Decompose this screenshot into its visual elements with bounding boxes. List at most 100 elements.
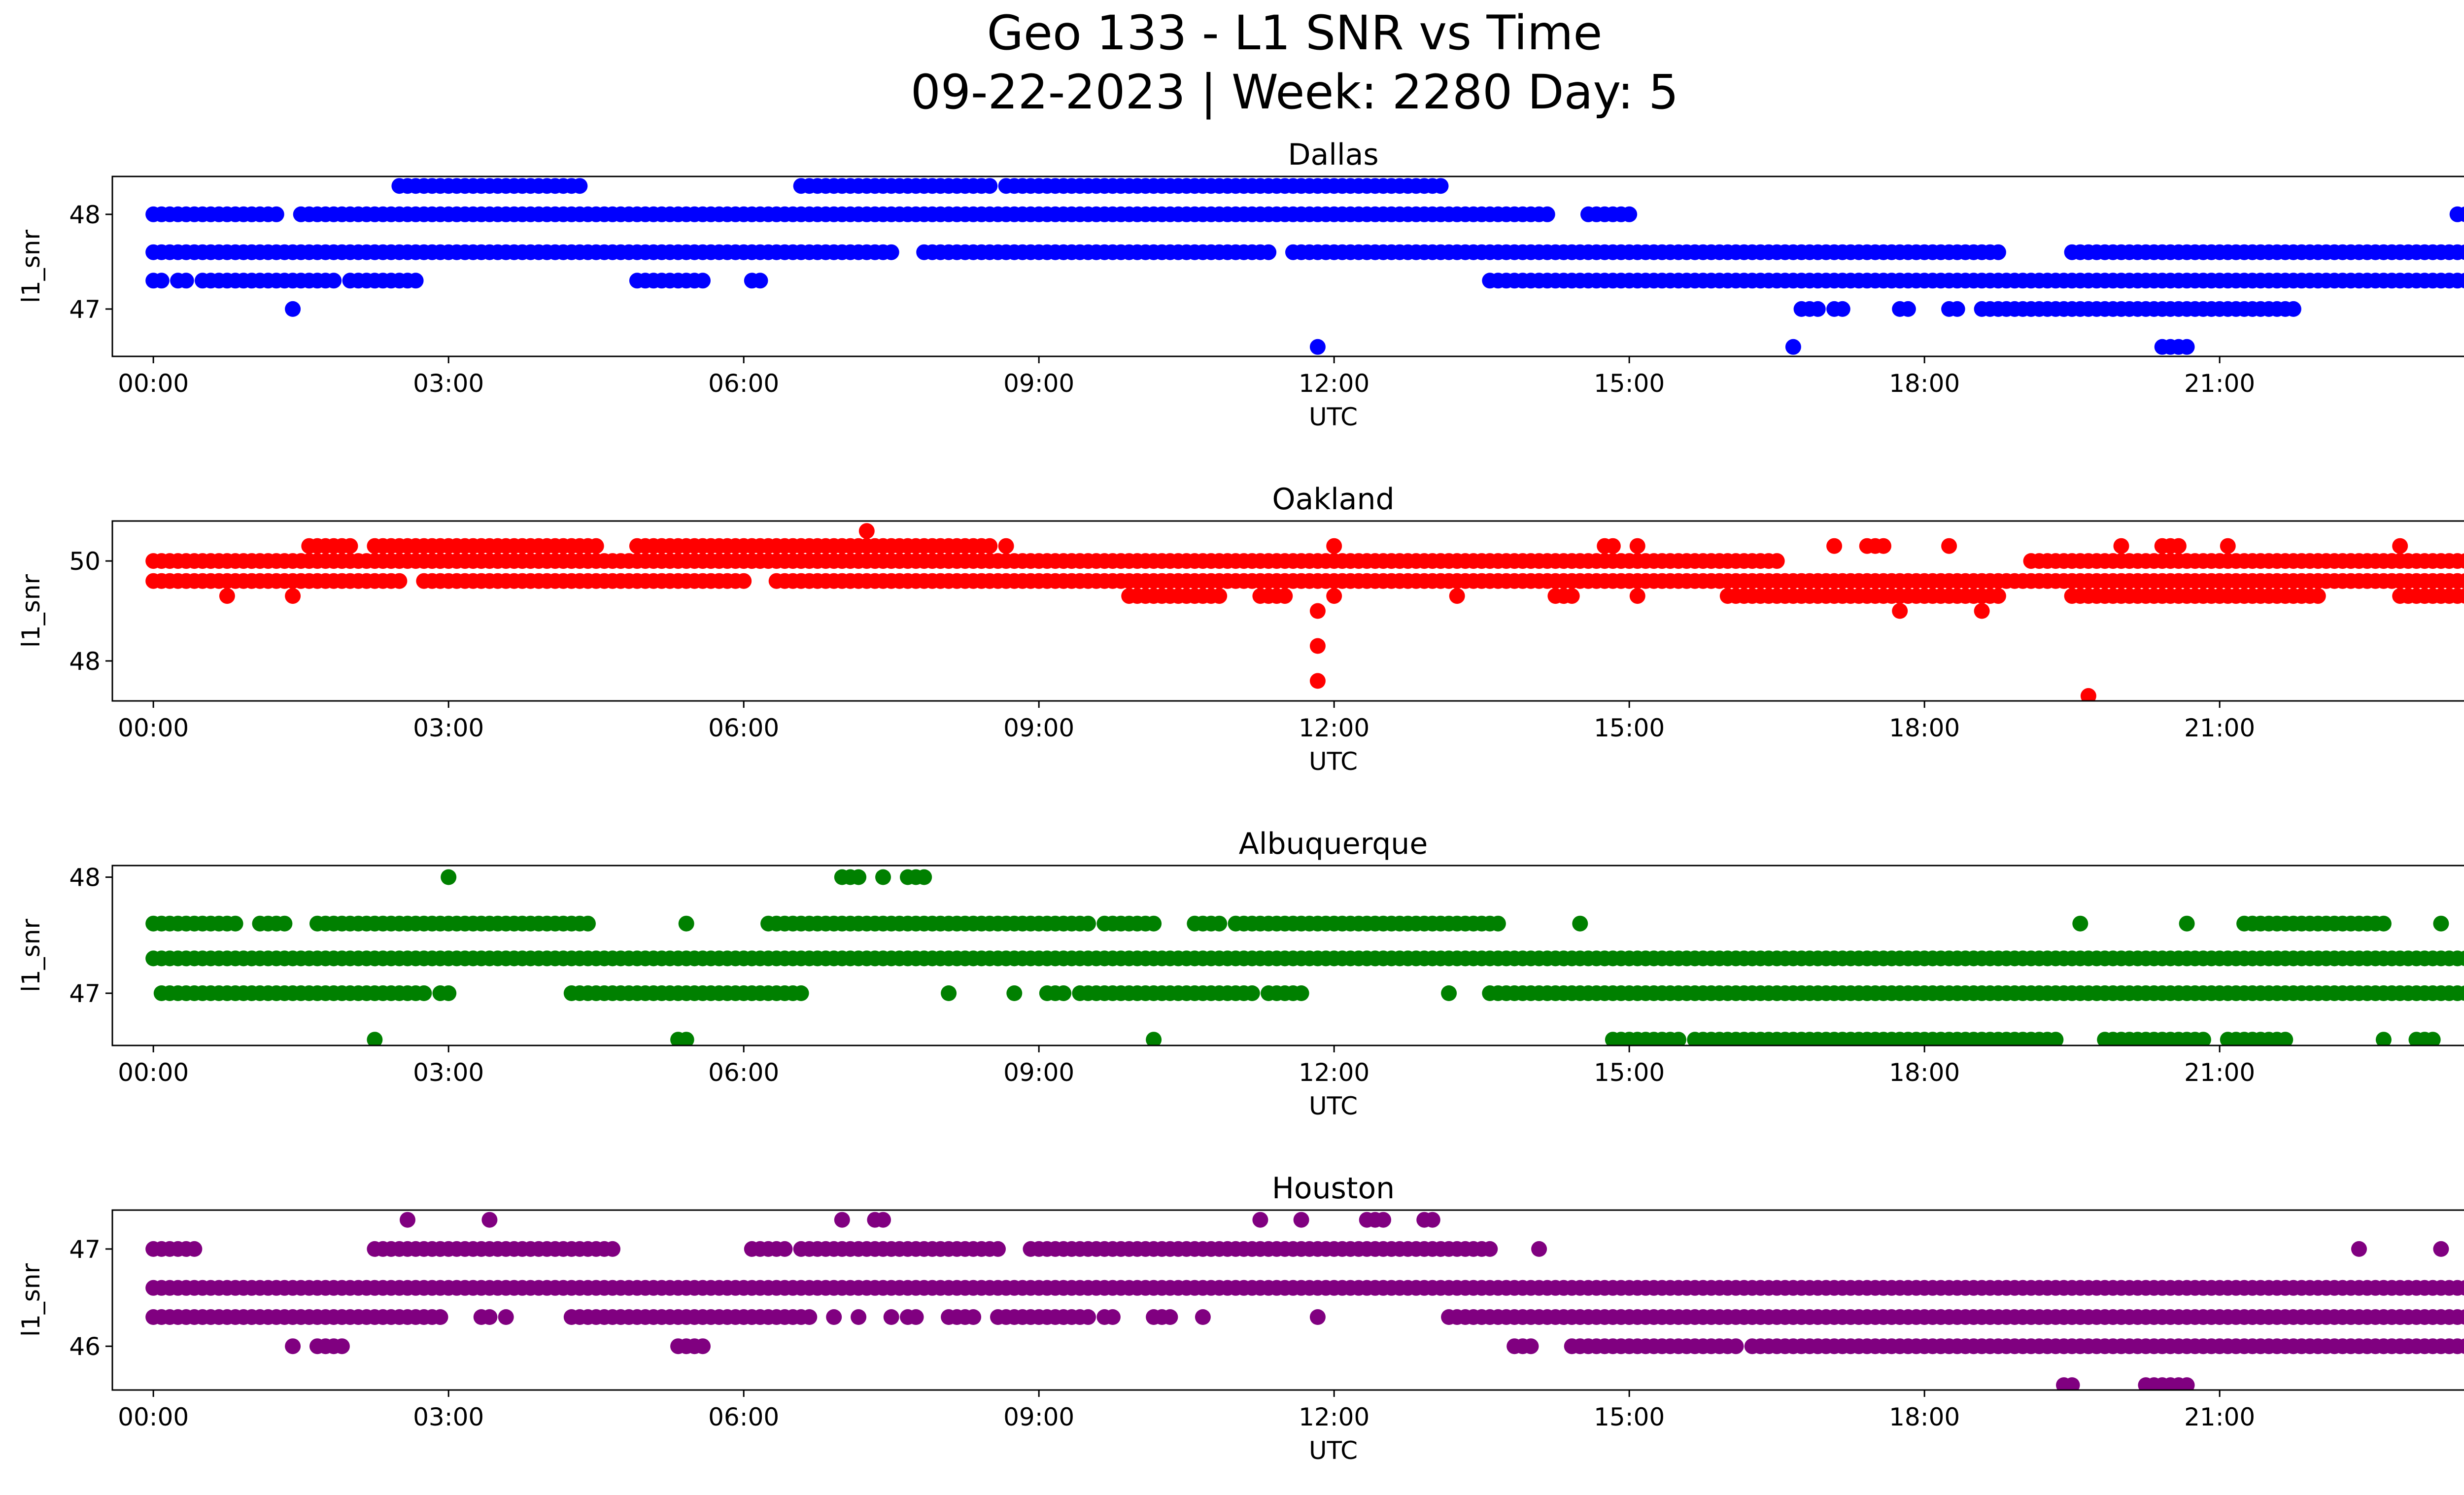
- data-point: [1785, 339, 1801, 355]
- y-tick-label: 48: [69, 201, 101, 229]
- data-point: [2310, 588, 2326, 604]
- x-tick-label: 15:00: [1594, 1403, 1665, 1431]
- data-point: [2195, 1032, 2211, 1045]
- data-point: [1326, 588, 1342, 604]
- data-point: [276, 915, 293, 932]
- x-tick-label: 06:00: [708, 714, 779, 742]
- data-point: [285, 588, 301, 604]
- data-point: [875, 869, 891, 885]
- data-point: [916, 869, 932, 885]
- data-point: [1375, 1212, 1391, 1228]
- data-point: [1834, 301, 1850, 317]
- data-point: [2458, 985, 2464, 1001]
- data-point: [2179, 915, 2195, 932]
- data-point: [481, 1212, 498, 1228]
- data-point: [1277, 588, 1293, 604]
- data-point: [1539, 206, 1555, 222]
- data-point: [2375, 915, 2392, 932]
- data-point: [498, 1309, 514, 1325]
- data-point: [851, 1309, 867, 1325]
- data-point: [1671, 1032, 1686, 1045]
- y-tick-label: 50: [69, 547, 101, 576]
- subplot-houston: Houston 00:00 03:00 06:00 09:00 12:00 15:00 18:…: [17, 1171, 2464, 1465]
- data-point: [2048, 1032, 2064, 1045]
- data-point: [2392, 538, 2408, 554]
- data-point: [1990, 244, 2006, 260]
- data-point: [153, 273, 170, 289]
- x-tick-label: 00:00: [118, 369, 189, 398]
- data-point: [2351, 1241, 2367, 1257]
- data-point: [965, 1309, 982, 1325]
- data-point: [982, 178, 998, 194]
- subplot-title: Houston: [1272, 1171, 1395, 1206]
- data-point: [1146, 1032, 1162, 1045]
- data-point: [998, 538, 1014, 554]
- data-point: [1309, 603, 1326, 619]
- data-point: [605, 1241, 620, 1257]
- data-point: [2080, 688, 2096, 701]
- x-tick-label: 18:00: [1889, 714, 1960, 742]
- y-tick-label: 47: [69, 1235, 101, 1264]
- data-point: [1990, 588, 2006, 604]
- plot-frame: [111, 520, 2464, 702]
- data-point: [1261, 244, 1277, 260]
- data-point: [2458, 588, 2464, 604]
- data-point: [1441, 985, 1457, 1001]
- subplot-title: Albuquerque: [1239, 827, 1428, 861]
- data-point: [793, 985, 809, 1001]
- x-tick-label: 09:00: [1003, 369, 1074, 398]
- data-point: [1621, 206, 1638, 222]
- data-point: [400, 1212, 415, 1228]
- data-point: [1080, 915, 1096, 932]
- x-axis-label: UTC: [1309, 403, 1358, 431]
- data-point: [1629, 538, 1645, 554]
- y-axis-label: l1_snr: [17, 574, 45, 648]
- data-point: [982, 538, 998, 554]
- data-point: [1309, 1309, 1326, 1325]
- subplot-dallas: Dallas 00:00 03:00 06:00 09:00 12:00 15:00 18:0…: [17, 138, 2464, 431]
- subplot-title: Dallas: [1288, 138, 1378, 172]
- data-point: [391, 573, 408, 589]
- data-point: [2433, 1241, 2449, 1257]
- data-point: [1056, 985, 1072, 1001]
- data-point: [1728, 1338, 1744, 1355]
- plot-frame: [111, 1209, 2464, 1391]
- data-point: [285, 301, 301, 317]
- data-point: [2458, 244, 2464, 260]
- data-point: [941, 985, 957, 1001]
- x-tick-label: 03:00: [413, 369, 484, 398]
- data-point: [1424, 1212, 1440, 1228]
- data-point: [1146, 915, 1162, 932]
- data-points: [145, 869, 2464, 1045]
- x-tick-label: 12:00: [1299, 1058, 1369, 1087]
- figure-title-line1: Geo 133 - L1 SNR vs Time: [987, 5, 1603, 61]
- x-tick-label: 12:00: [1299, 1403, 1369, 1431]
- x-tick-label: 09:00: [1003, 1058, 1074, 1087]
- y-tick-label: 48: [69, 647, 101, 676]
- data-point: [678, 915, 694, 932]
- x-tick-label: 21:00: [2184, 714, 2255, 742]
- data-point: [2458, 207, 2464, 222]
- data-point: [588, 538, 604, 554]
- data-point: [2433, 915, 2449, 932]
- data-point: [572, 178, 588, 194]
- data-point: [178, 273, 194, 289]
- y-tick-label: 46: [69, 1332, 101, 1361]
- y-tick-label: 47: [69, 295, 101, 324]
- data-point: [1876, 538, 1891, 554]
- data-point: [1433, 178, 1449, 194]
- data-point: [1769, 553, 1785, 569]
- data-points: [145, 1212, 2464, 1390]
- data-point: [1080, 1309, 1096, 1325]
- data-point: [227, 915, 243, 932]
- x-tick-label: 06:00: [708, 1403, 779, 1431]
- data-point: [678, 1032, 694, 1045]
- data-point: [441, 985, 457, 1001]
- data-point: [441, 869, 457, 885]
- data-point: [342, 538, 358, 554]
- figure-title-line2: 09-22-2023 | Week: 2280 Day: 5: [911, 65, 1679, 120]
- x-tick-label: 06:00: [708, 1058, 779, 1087]
- subplot-albuquerque: Albuquerque 00:00 03:00 06:00 09:00 12:00 15:0…: [17, 827, 2464, 1120]
- data-point: [326, 273, 342, 289]
- data-point: [2458, 1338, 2464, 1354]
